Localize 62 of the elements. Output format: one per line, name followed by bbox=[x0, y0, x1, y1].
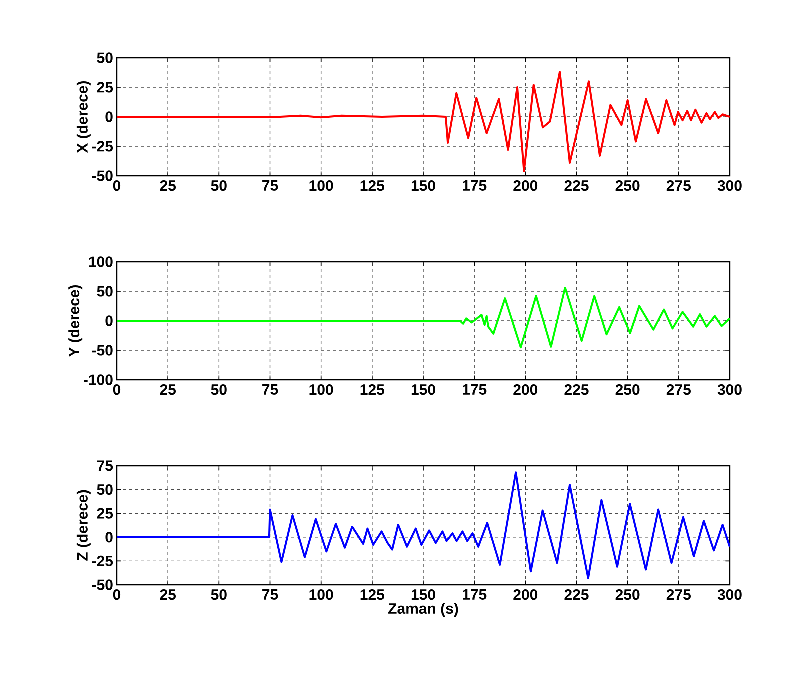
x-tick-label: 125 bbox=[360, 180, 385, 192]
y-tick-label: 25 bbox=[97, 508, 114, 519]
x-tick-label: 150 bbox=[412, 590, 436, 600]
x-tick-label: 0 bbox=[113, 180, 121, 192]
y-tick-label: -100 bbox=[84, 374, 113, 386]
x-tick-label: 275 bbox=[666, 180, 691, 192]
x-tick-label: 300 bbox=[718, 590, 742, 600]
x-tick-label: 50 bbox=[211, 384, 227, 396]
x-tick-label: 225 bbox=[564, 384, 589, 396]
x-tick-label: 125 bbox=[360, 590, 385, 600]
y-axis-title: X (derece) bbox=[76, 81, 91, 154]
y-tick-label: 50 bbox=[97, 484, 113, 496]
x-tick-label: 50 bbox=[211, 590, 227, 600]
x-tick-label: 175 bbox=[463, 384, 487, 395]
x-tick-label: 250 bbox=[616, 180, 640, 192]
line-series bbox=[117, 472, 730, 580]
x-tick-label: 275 bbox=[666, 590, 691, 600]
x-tick-label: 75 bbox=[262, 180, 278, 191]
y-tick-label: 0 bbox=[106, 112, 113, 122]
x-tick-label: 25 bbox=[160, 590, 176, 600]
x-tick-label: 225 bbox=[564, 180, 589, 192]
x-tick-label: 175 bbox=[463, 180, 487, 191]
x-tick-label: 275 bbox=[666, 384, 691, 396]
y-tick-label: 100 bbox=[89, 256, 113, 268]
y-tick-label: 75 bbox=[97, 460, 114, 472]
y-tick-label: 25 bbox=[97, 82, 114, 93]
x-tick-label: 75 bbox=[262, 384, 278, 395]
x-tick-label: 250 bbox=[616, 590, 640, 600]
x-tick-label: 100 bbox=[310, 384, 334, 396]
y-axis-title: Z (derece) bbox=[76, 490, 91, 561]
y-tick-label: 50 bbox=[97, 286, 113, 297]
x-tick-label: 150 bbox=[412, 384, 436, 396]
line-series bbox=[117, 286, 730, 349]
x-tick-label: 150 bbox=[412, 180, 436, 192]
x-tick-label: 225 bbox=[564, 590, 589, 600]
x-tick-label: 75 bbox=[262, 590, 278, 600]
y-axis-title: Y (derece) bbox=[68, 285, 83, 358]
y-tick-label: -50 bbox=[92, 580, 113, 590]
x-tick-label: 25 bbox=[160, 180, 176, 192]
x-axis-title: Zaman (s) bbox=[388, 603, 458, 617]
y-tick-label: 0 bbox=[106, 316, 113, 326]
x-tick-label: 300 bbox=[718, 384, 742, 396]
y-tick-label: -25 bbox=[92, 556, 114, 566]
y-tick-label: 50 bbox=[97, 52, 113, 64]
x-tick-label: 25 bbox=[160, 384, 176, 396]
y-tick-label: -50 bbox=[92, 345, 113, 356]
x-tick-label: 0 bbox=[113, 384, 121, 396]
line-series bbox=[117, 71, 730, 172]
x-tick-label: 250 bbox=[616, 384, 640, 396]
y-tick-label: -50 bbox=[92, 170, 113, 182]
x-tick-label: 100 bbox=[310, 590, 334, 600]
x-tick-label: 0 bbox=[113, 590, 121, 600]
x-tick-label: 100 bbox=[310, 180, 334, 192]
x-tick-label: 200 bbox=[514, 180, 538, 192]
y-tick-label: -25 bbox=[92, 141, 114, 152]
x-tick-label: 300 bbox=[718, 180, 742, 192]
x-tick-label: 50 bbox=[211, 180, 227, 192]
x-tick-label: 125 bbox=[360, 384, 385, 396]
y-tick-label: 0 bbox=[106, 532, 113, 543]
x-tick-label: 200 bbox=[514, 590, 538, 600]
x-tick-label: 175 bbox=[463, 590, 487, 600]
x-tick-label: 200 bbox=[514, 384, 538, 396]
